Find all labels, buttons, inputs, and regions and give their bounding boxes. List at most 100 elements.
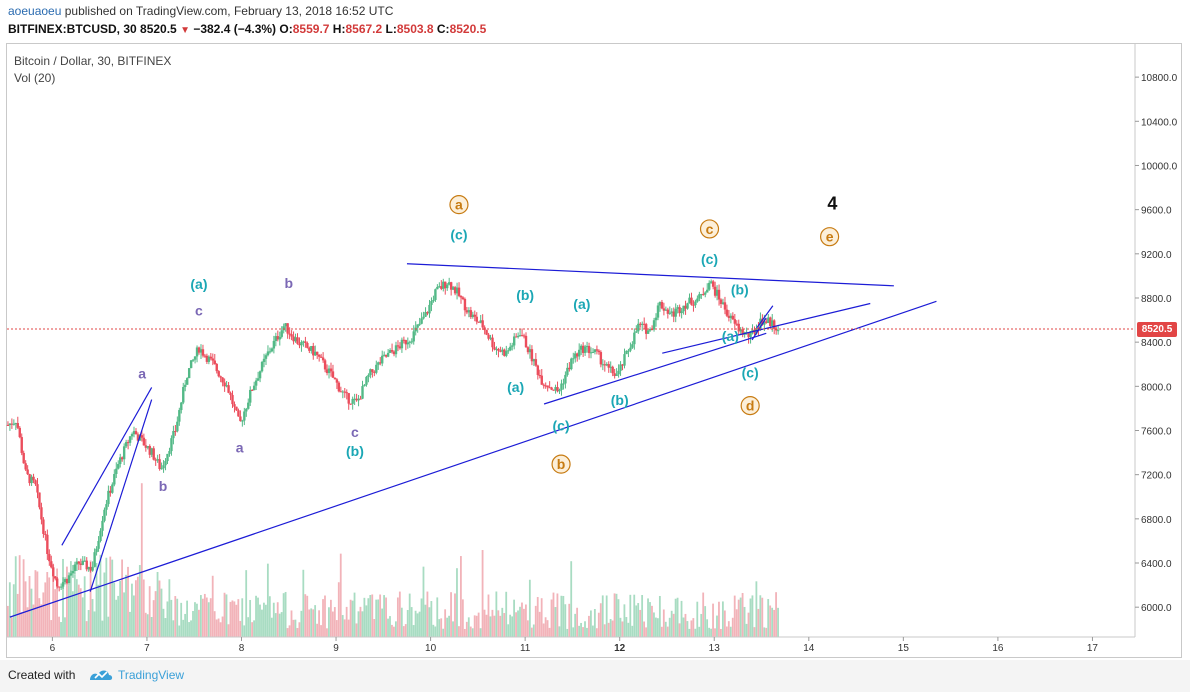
volume-bar: [495, 591, 498, 637]
candle-body: [225, 385, 228, 387]
candle-body: [589, 352, 593, 354]
candle-body: [644, 324, 648, 334]
volume-bar: [131, 583, 133, 637]
volume-bar: [503, 613, 506, 637]
volume-bar: [138, 565, 141, 637]
candle-body: [229, 392, 232, 395]
volume-bar: [465, 621, 468, 637]
candle-body: [455, 287, 459, 294]
candle-body: [101, 520, 104, 531]
candle-body: [461, 297, 465, 300]
volume-bar: [422, 566, 425, 637]
candle-body: [684, 305, 687, 309]
candle-body: [469, 310, 473, 318]
volume-bar: [505, 591, 508, 637]
candle-body: [24, 463, 27, 470]
tradingview-logo-icon[interactable]: [88, 666, 114, 689]
volume-bar: [52, 564, 55, 637]
chart-frame[interactable]: [6, 43, 1182, 658]
volume-bar: [560, 595, 563, 637]
trendline: [9, 300, 937, 618]
volume-bar: [639, 609, 642, 637]
candle-body: [52, 567, 55, 577]
volume-bar: [400, 607, 403, 637]
candle-body: [67, 575, 71, 584]
volume-bar: [261, 609, 263, 637]
candle-body: [180, 402, 183, 411]
candle-body: [12, 423, 16, 425]
candle-body: [355, 398, 358, 401]
wave-label: (b): [611, 392, 629, 408]
volume-bar: [306, 595, 309, 637]
candle-body: [737, 323, 740, 332]
candle-body: [548, 387, 551, 389]
candle-body: [8, 423, 12, 426]
volume-bar: [586, 627, 588, 637]
candle-body: [587, 345, 591, 354]
tradingview-brand-link[interactable]: TradingView: [118, 668, 185, 682]
volume-bar: [528, 579, 531, 637]
volume-bar: [129, 611, 131, 637]
candle-body: [270, 348, 274, 352]
candle-body: [152, 448, 155, 460]
volume-bar: [404, 624, 407, 637]
candle-body: [209, 356, 213, 359]
candle-body: [682, 305, 685, 312]
volume-bar: [741, 592, 744, 637]
volume-bar: [481, 550, 484, 637]
candle-body: [272, 340, 276, 349]
volume-bar: [198, 609, 200, 637]
volume-bar: [511, 616, 514, 637]
volume-bar: [329, 599, 332, 637]
candle-body: [274, 336, 278, 341]
candle-body: [416, 324, 419, 328]
candle-body: [390, 350, 394, 352]
candle-body: [187, 368, 191, 379]
low-value: 8503.8: [396, 22, 434, 36]
candle-body: [499, 350, 502, 352]
volume-bar: [215, 619, 218, 637]
candle-body: [706, 289, 709, 293]
volume-bar: [231, 600, 234, 637]
candle-body: [637, 323, 640, 332]
candle-body: [558, 389, 561, 392]
volume-bar: [550, 599, 553, 637]
candle-body: [178, 410, 181, 422]
volume-bar: [588, 615, 590, 637]
volume-bar: [209, 598, 212, 637]
candle-body: [639, 323, 642, 325]
candle-body: [331, 371, 335, 378]
volume-bar: [572, 627, 575, 637]
candle-body: [61, 582, 65, 587]
candle-body: [735, 323, 738, 325]
candle-body: [75, 561, 79, 565]
candle-body: [751, 329, 754, 332]
volume-bar: [690, 620, 693, 637]
volume-bar: [156, 571, 159, 637]
volume-bar: [678, 623, 681, 637]
time-tick-label: 14: [803, 643, 815, 654]
candle-body: [351, 398, 354, 404]
candle-body: [615, 374, 618, 377]
volume-bar: [721, 601, 724, 637]
volume-bar: [349, 599, 352, 637]
candle-body: [436, 286, 439, 290]
volume-bar: [359, 606, 362, 637]
volume-bar: [264, 604, 267, 637]
candle-body: [477, 321, 480, 323]
candle-body: [40, 507, 43, 520]
candle-body: [317, 354, 321, 357]
trendline: [406, 263, 894, 287]
wave-label: (c): [701, 251, 718, 267]
volume-bar: [314, 605, 317, 637]
candle-body: [708, 282, 711, 290]
volume-bar: [769, 605, 772, 637]
candle-body: [314, 351, 317, 356]
candle-body: [312, 346, 315, 356]
candle-body: [532, 359, 536, 362]
author-link[interactable]: aoeuaoeu: [8, 4, 62, 18]
volume-bar: [71, 591, 74, 637]
volume-bar: [452, 621, 454, 637]
volume-bar: [534, 605, 537, 637]
